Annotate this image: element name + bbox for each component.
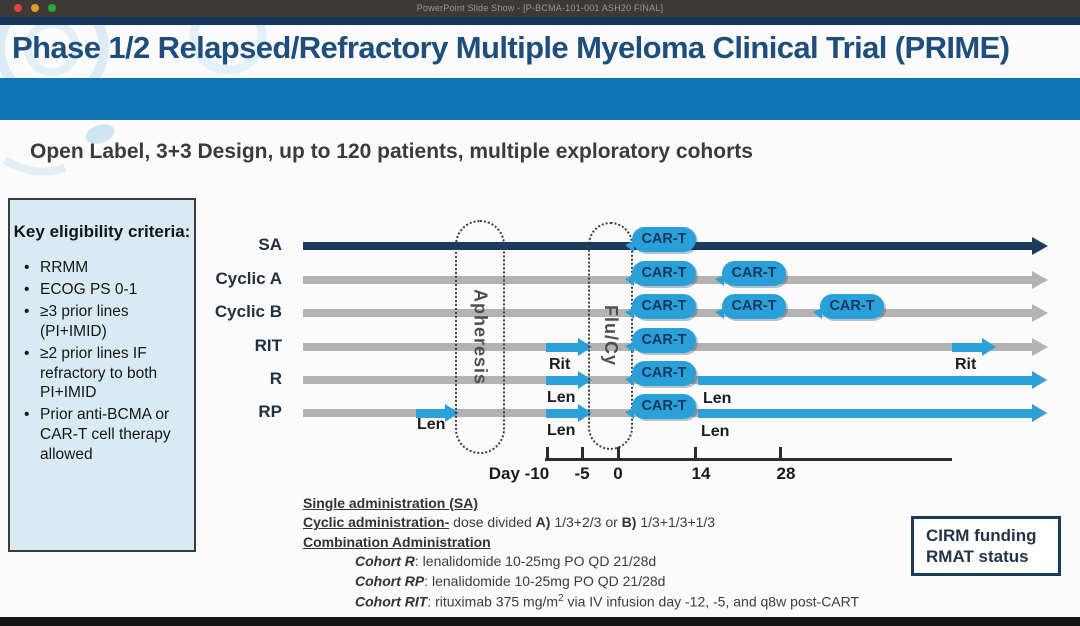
row-label-rit: RIT bbox=[254, 336, 282, 355]
cart-bubble-cyclicb-d28: CAR-T bbox=[813, 294, 884, 319]
rp-pre-len-arrow bbox=[546, 404, 592, 422]
r-pre-len-label: Len bbox=[547, 389, 576, 406]
r-post-len-arrow bbox=[698, 371, 1046, 389]
legend-cohort-rit: Cohort RIT: rituximab 375 mg/m2 via IV i… bbox=[355, 592, 860, 610]
legend-combination-admin: Combination Administration bbox=[303, 533, 491, 550]
close-button[interactable] bbox=[14, 4, 22, 12]
row-label-sa: SA bbox=[258, 235, 282, 254]
funding-status-box: CIRM funding RMAT status bbox=[911, 516, 1061, 576]
cart-bubble-cyclicb-d0: CAR-T bbox=[625, 294, 696, 319]
window-controls bbox=[14, 4, 56, 12]
row-label-r: R bbox=[269, 369, 282, 388]
tick-day-28 bbox=[779, 447, 782, 459]
rp-early-len-label: Len bbox=[417, 416, 446, 433]
flucy-label: Flu/Cy bbox=[601, 305, 621, 367]
eligibility-item: ≥3 prior lines (PI+IMID) bbox=[20, 302, 188, 342]
rp-post-len-arrow bbox=[698, 404, 1046, 422]
window-titlebar: PowerPoint Slide Show - [P-BCMA-101-001 … bbox=[0, 0, 1080, 17]
funding-line-cirm: CIRM funding bbox=[926, 526, 1037, 545]
tick-label-day-0: 0 bbox=[613, 464, 623, 483]
apheresis-label: Apheresis bbox=[470, 288, 491, 386]
rit-post-label: Rit bbox=[955, 356, 977, 373]
tick-day-0 bbox=[617, 447, 620, 459]
slide-top-border bbox=[0, 17, 1080, 25]
legend-cohort-rp: Cohort RP: lenalidomide 10-25mg PO QD 21… bbox=[355, 572, 666, 589]
eligibility-heading: Key eligibility criteria: bbox=[13, 222, 191, 241]
cart-bubble-rit-d0: CAR-T bbox=[625, 328, 696, 353]
slide-subtitle: Open Label, 3+3 Design, up to 120 patien… bbox=[30, 140, 753, 163]
rp-pre-len-label: Len bbox=[547, 422, 576, 439]
rit-post-arrow bbox=[952, 338, 996, 356]
row-label-cyclic-a: Cyclic A bbox=[215, 269, 282, 288]
minimize-button[interactable] bbox=[31, 4, 39, 12]
row-label-cyclic-b: Cyclic B bbox=[214, 302, 282, 321]
rit-pre-label: Rit bbox=[549, 356, 571, 373]
timeline-axis bbox=[545, 458, 952, 461]
tick-label-day-minus5: -5 bbox=[574, 464, 590, 483]
eligibility-item: ≥2 prior lines IF refractory to both PI+… bbox=[20, 344, 188, 403]
eligibility-item: Prior anti-BCMA or CAR-T cell therapy al… bbox=[20, 405, 188, 464]
tick-day-minus10 bbox=[546, 447, 549, 459]
legend-cyclic-admin: Cyclic administration- dose divided A) 1… bbox=[303, 514, 716, 531]
title-underline-band bbox=[0, 78, 1080, 120]
cart-bubble-r-d0: CAR-T bbox=[625, 361, 696, 386]
cart-bubble-cyclica-d14: CAR-T bbox=[715, 261, 786, 286]
window-bottom-edge bbox=[0, 617, 1080, 626]
rit-pre-arrow bbox=[546, 338, 592, 356]
eligibility-item: RRMM bbox=[20, 258, 188, 278]
administration-legend: Single administration (SA) Cyclic admini… bbox=[303, 495, 893, 614]
legend-single-admin: Single administration (SA) bbox=[303, 495, 479, 511]
eligibility-list: RRMM ECOG PS 0-1 ≥3 prior lines (PI+IMID… bbox=[20, 258, 188, 464]
zoom-button[interactable] bbox=[48, 4, 56, 12]
r-post-len-label: Len bbox=[703, 390, 732, 407]
r-pre-len-arrow bbox=[546, 371, 592, 389]
rp-post-len-label: Len bbox=[701, 423, 730, 440]
tick-label-day-14: 14 bbox=[691, 464, 711, 483]
eligibility-item: ECOG PS 0-1 bbox=[20, 280, 188, 300]
funding-line-rmat: RMAT status bbox=[926, 547, 1029, 566]
apheresis-gate: Apheresis bbox=[455, 220, 505, 454]
legend-cohort-r: Cohort R: lenalidomide 10-25mg PO QD 21/… bbox=[355, 553, 657, 570]
window-title: PowerPoint Slide Show - [P-BCMA-101-001 … bbox=[416, 3, 664, 13]
slide-title: Phase 1/2 Relapsed/Refractory Multiple M… bbox=[12, 30, 1010, 65]
cart-bubble-sa-d0: CAR-T bbox=[625, 227, 696, 252]
tick-day-minus5 bbox=[581, 447, 584, 459]
tick-label-day-minus10: Day -10 bbox=[488, 464, 550, 483]
cart-bubble-cyclicb-d14: CAR-T bbox=[715, 294, 786, 319]
row-label-rp: RP bbox=[258, 402, 282, 421]
tick-label-day-28: 28 bbox=[776, 464, 796, 483]
cart-bubble-rp-d0: CAR-T bbox=[625, 394, 696, 419]
eligibility-box: Key eligibility criteria: RRMM ECOG PS 0… bbox=[8, 198, 196, 552]
cart-bubble-cyclica-d0: CAR-T bbox=[625, 261, 696, 286]
tick-day-14 bbox=[694, 447, 697, 459]
